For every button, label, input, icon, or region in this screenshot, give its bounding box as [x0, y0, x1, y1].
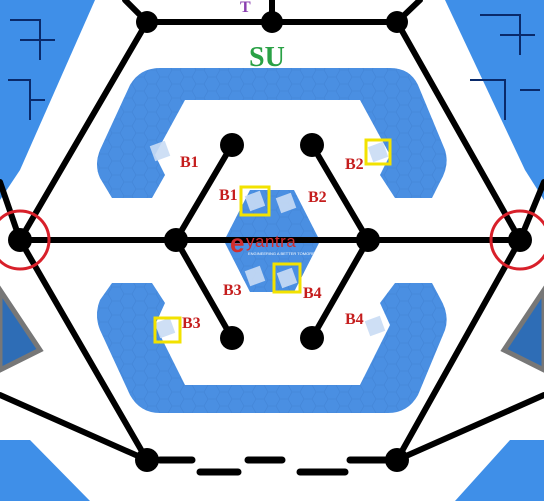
marker-squares [149, 140, 389, 339]
label-outer-b2: B2 [345, 156, 364, 173]
logo-tagline: ENGINEERING A BETTER TOMORROW [248, 251, 322, 256]
label-inner-b3: B3 [223, 282, 242, 299]
logo-mark: e [230, 228, 245, 258]
dashed-track-bottom [156, 456, 394, 476]
logo-word: yantra [246, 232, 297, 251]
zone-label-su: SU [249, 42, 285, 73]
circuit-panel-bottom-left [0, 440, 90, 501]
label-inner-b2: B2 [308, 189, 327, 206]
target-ring-right [489, 209, 544, 271]
side-pad-left [0, 285, 44, 373]
label-outer-b4: B4 [345, 311, 364, 328]
circuit-panel-top-left [0, 0, 95, 200]
detection-boxes [153, 138, 392, 344]
zone-top [97, 68, 447, 198]
circuit-panel-bottom-right [455, 440, 544, 501]
circuit-panel-top-right [445, 0, 544, 200]
nodes [8, 11, 532, 472]
label-outer-b1: B1 [180, 154, 199, 171]
eyantra-logo: e yantra ENGINEERING A BETTER TOMORROW [230, 228, 322, 258]
label-inner-b1: B1 [219, 187, 238, 204]
label-outer-b3: B3 [182, 315, 201, 332]
zone-bottom [97, 283, 447, 413]
zone-label-t: T [240, 0, 251, 16]
target-ring-left [0, 209, 51, 271]
side-pad-right [500, 285, 544, 373]
label-inner-b4: B4 [303, 285, 322, 302]
